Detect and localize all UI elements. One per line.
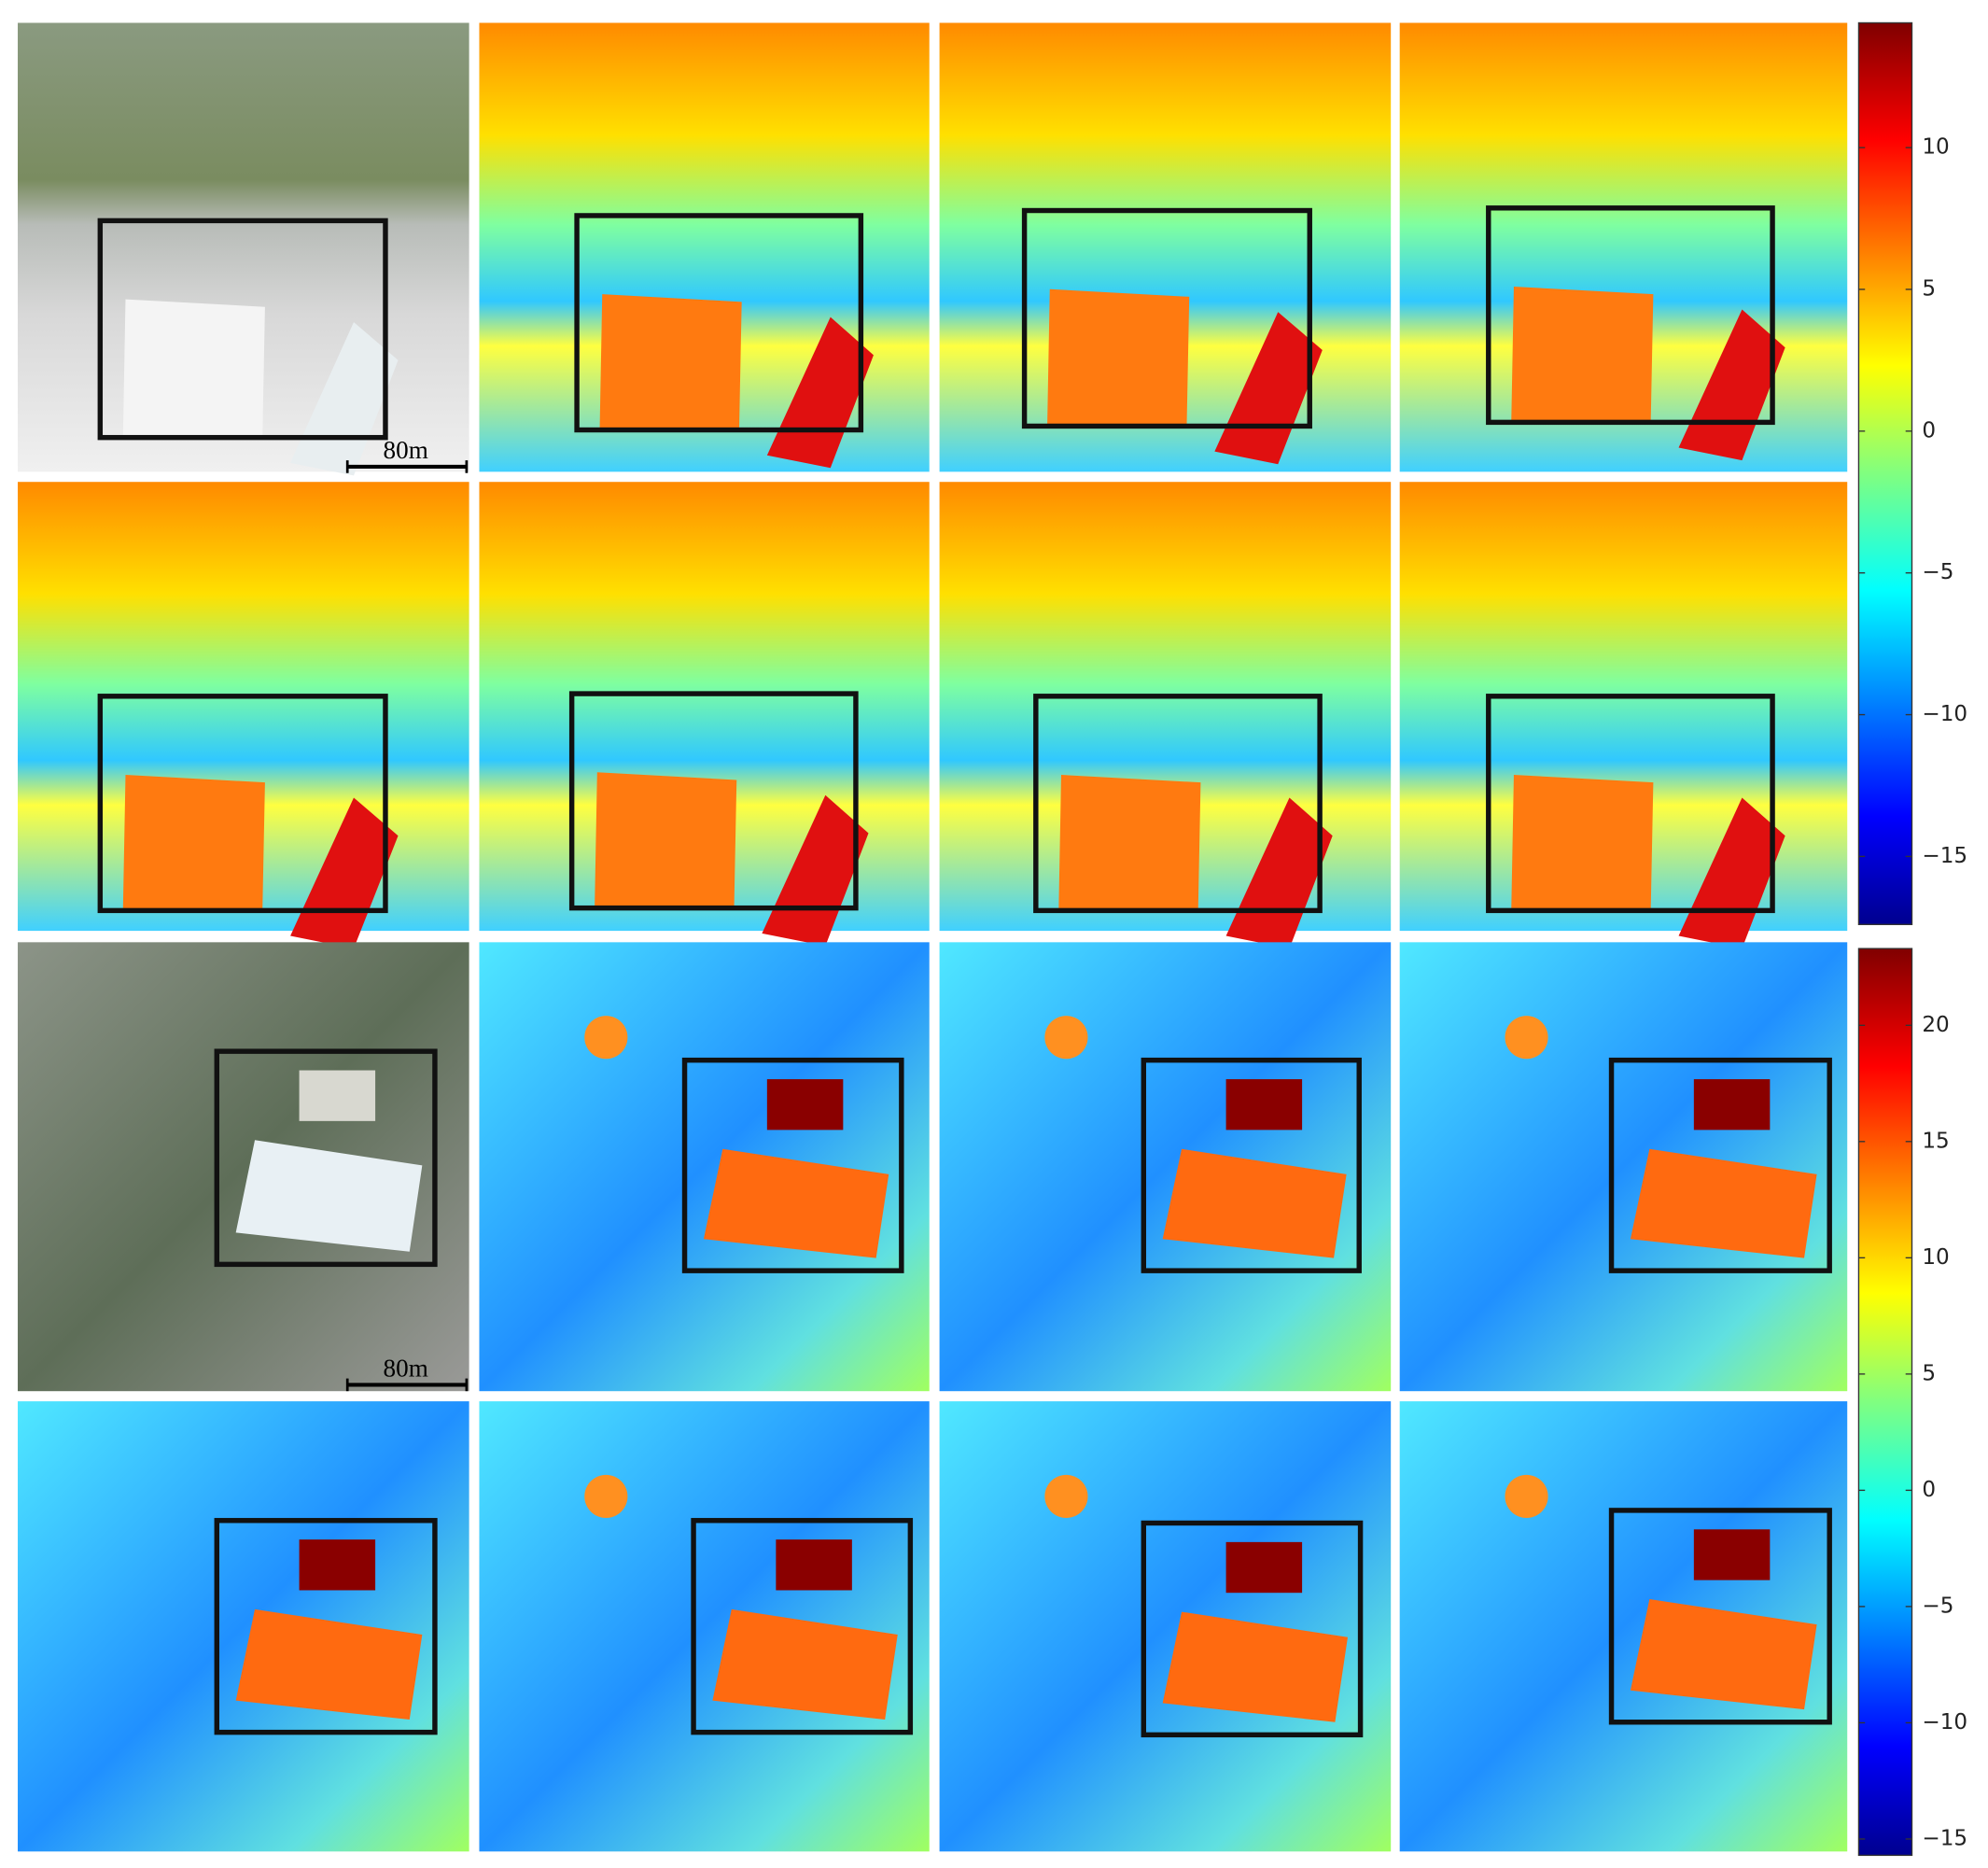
box xyxy=(214,1048,438,1268)
building xyxy=(1225,1079,1303,1131)
tank xyxy=(584,1474,628,1519)
colorbar-tick-label: 20 xyxy=(1922,1013,1949,1037)
colorbar-tick-label: 10 xyxy=(1922,135,1949,160)
building xyxy=(299,1070,376,1121)
scale-label: 80m xyxy=(384,436,428,464)
building xyxy=(1693,1079,1771,1131)
building xyxy=(595,772,737,908)
building xyxy=(599,294,742,430)
colorbar xyxy=(1857,948,1913,1857)
colorbar-tick-label: −5 xyxy=(1922,1594,1953,1618)
box xyxy=(1608,1057,1832,1273)
box xyxy=(1033,694,1323,914)
box xyxy=(691,1518,914,1735)
building xyxy=(1058,775,1201,911)
box xyxy=(1141,1057,1362,1273)
building xyxy=(1511,775,1654,911)
colorbar-tick-label: −10 xyxy=(1922,1710,1967,1735)
panel xyxy=(18,1401,469,1852)
building xyxy=(1693,1529,1771,1580)
building xyxy=(712,1608,898,1721)
panel xyxy=(479,942,930,1392)
building xyxy=(1630,1598,1817,1710)
box xyxy=(568,691,859,911)
box xyxy=(97,694,388,914)
building xyxy=(1511,287,1654,423)
box xyxy=(1141,1520,1364,1738)
panel xyxy=(479,1401,930,1852)
box xyxy=(214,1518,438,1735)
colorbar-tick-label: 0 xyxy=(1922,1478,1936,1502)
building xyxy=(1630,1148,1817,1258)
colorbar-tick-label: −5 xyxy=(1922,560,1953,584)
building xyxy=(776,1539,852,1591)
building xyxy=(1225,1541,1303,1594)
building xyxy=(122,775,265,911)
tank xyxy=(1505,1474,1548,1519)
panel xyxy=(939,1401,1392,1852)
building xyxy=(299,1539,376,1591)
building xyxy=(122,299,265,438)
box xyxy=(1021,207,1312,429)
building xyxy=(235,1140,423,1252)
colorbar-tick-label: −15 xyxy=(1922,1826,1967,1850)
building xyxy=(1047,288,1190,427)
building xyxy=(703,1148,889,1258)
tank xyxy=(584,1016,628,1060)
colorbar-tick-label: −15 xyxy=(1922,844,1967,868)
colorbar-tick-label: 0 xyxy=(1922,418,1936,442)
building xyxy=(1162,1148,1347,1258)
colorbar-tick-label: 10 xyxy=(1922,1245,1949,1270)
colorbar-tick-label: −10 xyxy=(1922,702,1967,726)
tank xyxy=(1044,1016,1088,1060)
box xyxy=(574,213,864,433)
building xyxy=(1162,1611,1348,1722)
colorbar-tick-label: 15 xyxy=(1922,1129,1949,1153)
tank xyxy=(1044,1474,1088,1519)
colorbar xyxy=(1857,21,1913,925)
building xyxy=(766,1079,844,1131)
colorbar-tick-label: 5 xyxy=(1922,1361,1936,1385)
colorbar-tick-label: 5 xyxy=(1922,276,1936,301)
box xyxy=(1608,1508,1832,1725)
box xyxy=(681,1057,904,1273)
panel xyxy=(1399,942,1848,1392)
tank xyxy=(1505,1016,1548,1060)
panel xyxy=(939,942,1392,1392)
scale-label: 80m xyxy=(384,1355,428,1383)
box xyxy=(97,218,388,441)
box xyxy=(1486,694,1775,914)
box xyxy=(1486,205,1775,426)
building xyxy=(235,1608,423,1721)
